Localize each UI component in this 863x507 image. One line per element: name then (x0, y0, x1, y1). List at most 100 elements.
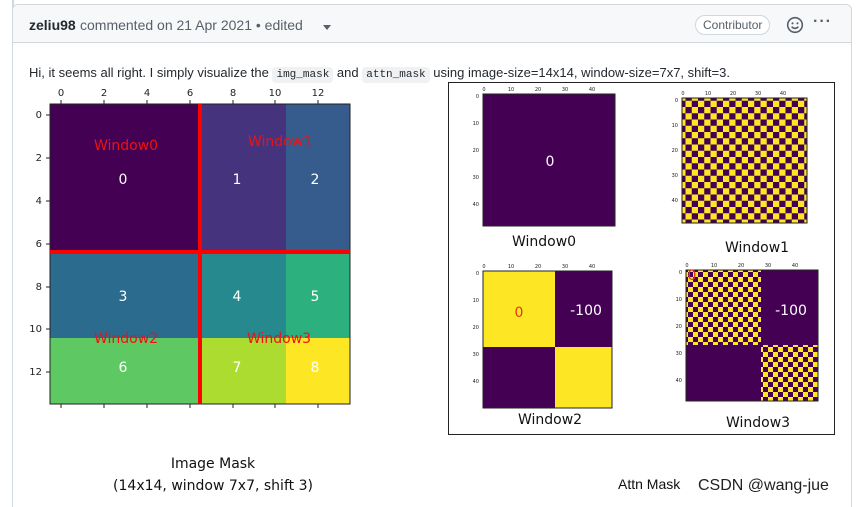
svg-text:10: 10 (676, 297, 682, 303)
x-tick-8: 8 (230, 88, 236, 99)
window-label-0: Window0 (94, 138, 158, 154)
window-labels: Window0 Window1 Window2 Window3 (94, 134, 312, 347)
svg-text:20: 20 (473, 148, 479, 154)
svg-text:10: 10 (508, 87, 514, 93)
svg-text:10: 10 (711, 263, 717, 269)
code-attn-mask: attn_mask (362, 67, 430, 83)
x-tick-12: 12 (312, 88, 325, 99)
svg-text:40: 40 (676, 378, 682, 384)
contributor-badge: Contributor (695, 15, 771, 35)
panel2-frame (482, 270, 613, 409)
panel3-value-neg100: -100 (775, 303, 807, 319)
panel3-title: Window3 (726, 415, 790, 431)
svg-text:20: 20 (535, 87, 541, 93)
x-tick-6: 6 (187, 88, 193, 99)
region-label-2: 2 (311, 172, 320, 188)
region-label-4: 4 (233, 289, 242, 305)
svg-text:10: 10 (473, 121, 479, 127)
svg-text:0: 0 (482, 87, 485, 93)
panel3-block-tr (761, 270, 818, 345)
svg-text:20: 20 (535, 264, 541, 270)
x-tick-10: 10 (269, 88, 282, 99)
panel3-frame (685, 269, 819, 402)
y-tick-6: 6 (36, 239, 42, 250)
attn-panel-window0: 0 10 20 30 40 0 10 20 30 40 0 Window0 (473, 87, 616, 250)
y-tick-2: 2 (36, 153, 42, 164)
panel3-block-bl (686, 345, 761, 401)
svg-text:0: 0 (679, 270, 682, 276)
region-label-8: 8 (311, 360, 320, 376)
caption-line-2: (14x14, window 7x7, shift 3) (113, 478, 313, 494)
image-mask-caption: Image Mask (14x14, window 7x7, shift 3) (113, 456, 313, 494)
panel2-y-ticks: 0 10 20 30 40 (473, 271, 479, 385)
svg-text:40: 40 (780, 91, 786, 97)
panel2-value-neg100: -100 (570, 303, 602, 319)
svg-text:30: 30 (562, 87, 568, 93)
code-img-mask: img_mask (272, 67, 334, 83)
more-horizontal-icon[interactable]: ··· (813, 13, 832, 30)
svg-text:30: 30 (473, 352, 479, 358)
x-tick-marks (60, 100, 319, 104)
svg-text:30: 30 (765, 263, 771, 269)
attn-panel-window2: 0 10 20 30 40 0 10 20 30 40 0 -100 Windo… (473, 264, 613, 428)
window-label-3: Window3 (247, 331, 311, 347)
x-tick-2: 2 (101, 88, 107, 99)
svg-text:30: 30 (672, 173, 678, 179)
panel2-block-br (555, 347, 612, 408)
panel3-value-zero: 0 (688, 268, 697, 284)
region-5 (286, 252, 350, 338)
svg-text:30: 30 (755, 91, 761, 97)
window-label-2: Window2 (94, 331, 158, 347)
svg-text:20: 20 (738, 263, 744, 269)
region-6 (50, 338, 200, 404)
svg-text:40: 40 (473, 379, 479, 385)
panel1-x-ticks: 0 10 20 30 40 (681, 91, 786, 97)
svg-text:30: 30 (676, 351, 682, 357)
body-text-mid: and (336, 65, 359, 80)
x-tick-labels: 0 2 4 6 8 10 12 (58, 88, 325, 99)
svg-text:20: 20 (672, 148, 678, 154)
comment-author-link[interactable]: zeliu98 (29, 17, 76, 33)
comment-meta[interactable]: commented on 21 Apr 2021 • edited (80, 17, 303, 33)
svg-text:10: 10 (508, 264, 514, 270)
caption-line-1: Image Mask (171, 456, 256, 472)
panel0-y-ticks: 0 10 20 30 40 (473, 94, 479, 208)
svg-text:10: 10 (473, 298, 479, 304)
region-label-6: 6 (119, 360, 128, 376)
body-text-suffix: using image-size=14x14, window-size=7x7,… (433, 65, 730, 80)
svg-text:10: 10 (705, 91, 711, 97)
y-tick-marks (46, 114, 50, 373)
region-7 (200, 338, 286, 404)
y-tick-labels: 0 2 4 6 8 10 12 (29, 110, 42, 378)
panel0-heatmap (482, 93, 616, 227)
region-0 (50, 104, 200, 252)
region-1 (200, 104, 286, 252)
svg-text:0: 0 (675, 98, 678, 104)
svg-text:0: 0 (482, 264, 485, 270)
region-label-7: 7 (233, 360, 242, 376)
svg-text:0: 0 (681, 91, 684, 97)
region-label-5: 5 (311, 289, 320, 305)
svg-text:40: 40 (589, 264, 595, 270)
svg-text:40: 40 (672, 198, 678, 204)
y-tick-8: 8 (36, 282, 42, 293)
svg-text:20: 20 (473, 325, 479, 331)
y-tick-4: 4 (36, 196, 42, 207)
region-8 (286, 338, 350, 404)
panel3-y-ticks: 0 10 20 30 40 (676, 270, 682, 384)
panel1-title: Window1 (725, 240, 789, 256)
attn-panel-window3: 0 10 20 30 40 0 10 20 30 40 0 -100 Windo… (676, 263, 819, 431)
region-label-1: 1 (233, 172, 242, 188)
image-mask-figure: 0 2 4 6 8 10 12 0 2 4 6 8 10 12 0 1 2 (29, 88, 351, 494)
attn-mask-figure: 0 10 20 30 40 0 10 20 30 40 0 Window0 0 … (448, 82, 835, 435)
svg-text:40: 40 (589, 87, 595, 93)
svg-text:20: 20 (676, 324, 682, 330)
region-number-labels: 0 1 2 3 4 5 6 7 8 (119, 172, 320, 376)
smiley-icon[interactable] (786, 16, 804, 34)
panel3-checker-tl (686, 270, 761, 345)
y-tick-0: 0 (36, 110, 42, 121)
svg-text:30: 30 (562, 264, 568, 270)
x-tick-4: 4 (144, 88, 150, 99)
chevron-down-icon[interactable] (323, 25, 331, 30)
attn-mask-caption: Attn Mask (618, 476, 681, 492)
